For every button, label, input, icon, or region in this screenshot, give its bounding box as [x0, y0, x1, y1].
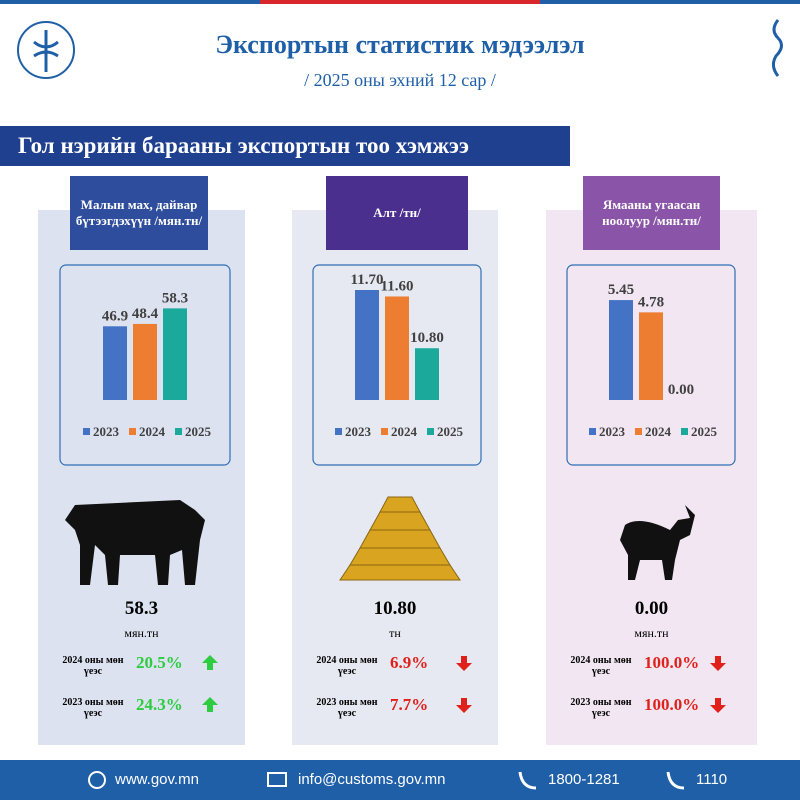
chart-frame: [566, 264, 736, 466]
legend-swatch: [589, 428, 596, 435]
arrow-up: [202, 655, 218, 670]
change-label: 2024 оны мөн үеэс: [62, 655, 124, 677]
stripe: [260, 0, 540, 4]
legend-label: 2023: [345, 424, 372, 439]
legend-swatch: [175, 428, 182, 435]
headline-value: 10.80: [373, 598, 417, 619]
legend-label: 2024: [391, 424, 418, 439]
legend-label: 2023: [599, 424, 626, 439]
legend-label: 2024: [139, 424, 166, 439]
arrow-up: [202, 697, 218, 712]
globe-icon: [88, 771, 106, 789]
section-title: Гол нэрийн барааны экспортын тоо хэмжээ: [18, 133, 469, 158]
change-label: 2023 оны мөн үеэс: [62, 697, 124, 719]
bar: [163, 308, 187, 400]
panel: [546, 210, 757, 745]
stripe: [540, 0, 800, 4]
change-value: 20.5%: [136, 653, 183, 672]
change-label: 2024 оны мөн үеэс: [570, 655, 632, 677]
arrow-down: [710, 698, 726, 713]
email: info@customs.gov.mn: [298, 771, 446, 788]
logo: [33, 30, 59, 72]
subtitle: / 2025 оны эхний 12 сар /: [304, 70, 496, 90]
legend-swatch: [427, 428, 434, 435]
goat-icon: [620, 505, 695, 580]
bar: [385, 296, 409, 400]
arrow-down: [710, 656, 726, 671]
legend-swatch: [83, 428, 90, 435]
chart-label: Ямааны угаасан ноолуур /мян.тн/: [583, 176, 720, 250]
bar: [639, 312, 663, 400]
change-value: 100.0%: [644, 695, 700, 714]
change-value: 6.9%: [390, 653, 429, 672]
value-label: 58.3: [162, 290, 188, 306]
cow-icon: [65, 500, 205, 585]
phone: 1800-1281: [548, 771, 620, 788]
value-label: 10.80: [410, 330, 444, 346]
footer-bar: [0, 760, 800, 800]
headline-value: 58.3: [124, 598, 159, 619]
change-label: 2023 оны мөн үеэс: [570, 697, 632, 719]
legend-label: 2023: [93, 424, 120, 439]
chart-label: Малын мах, дайвар бүтээгдэхүүн /мян.тн/: [70, 176, 208, 250]
legend-swatch: [635, 428, 642, 435]
legend-label: 2025: [691, 424, 718, 439]
change-value: 24.3%: [136, 695, 183, 714]
bar: [103, 326, 127, 400]
bar: [355, 290, 379, 400]
unit: тн: [389, 626, 401, 640]
unit: мян.тн: [634, 626, 669, 640]
value-label: 5.45: [608, 282, 634, 298]
script-ornament: [771, 19, 783, 77]
stripe: [0, 0, 260, 4]
legend-swatch: [129, 428, 136, 435]
bar: [609, 300, 633, 400]
change-label: 2023 оны мөн үеэс: [316, 697, 378, 719]
arrow-down: [456, 698, 472, 713]
legend-swatch: [335, 428, 342, 435]
change-label: 2024 оны мөн үеэс: [316, 655, 378, 677]
chart-frame: [59, 264, 231, 466]
mail-icon: [267, 772, 287, 787]
value-label: 46.9: [102, 308, 128, 324]
legend-swatch: [381, 428, 388, 435]
bar: [133, 323, 157, 400]
chart-label: Алт /тн/: [326, 176, 468, 250]
legend-label: 2025: [437, 424, 464, 439]
title: Экспортын статистик мэдээлэл: [215, 30, 585, 59]
arrow-down: [456, 656, 472, 671]
gold-icon: [339, 496, 461, 581]
phone-icon: [518, 771, 537, 790]
unit: мян.тн: [124, 626, 159, 640]
bar: [415, 348, 439, 400]
change-value: 7.7%: [390, 695, 429, 714]
website: www.gov.mn: [115, 771, 199, 788]
value-label: 0.00: [668, 382, 694, 398]
phone-icon: [666, 771, 685, 790]
section-banner: [0, 126, 570, 166]
legend-label: 2024: [645, 424, 672, 439]
headline-value: 0.00: [634, 598, 669, 619]
value-label: 4.78: [638, 294, 664, 310]
value-label: 48.4: [132, 306, 159, 322]
value-label: 11.60: [381, 278, 414, 294]
hotline: 1110: [696, 771, 728, 788]
legend-swatch: [681, 428, 688, 435]
chart-frame: [312, 264, 482, 466]
change-value: 100.0%: [644, 653, 700, 672]
legend-label: 2025: [185, 424, 212, 439]
value-label: 11.70: [351, 272, 384, 288]
logo: [17, 21, 75, 79]
